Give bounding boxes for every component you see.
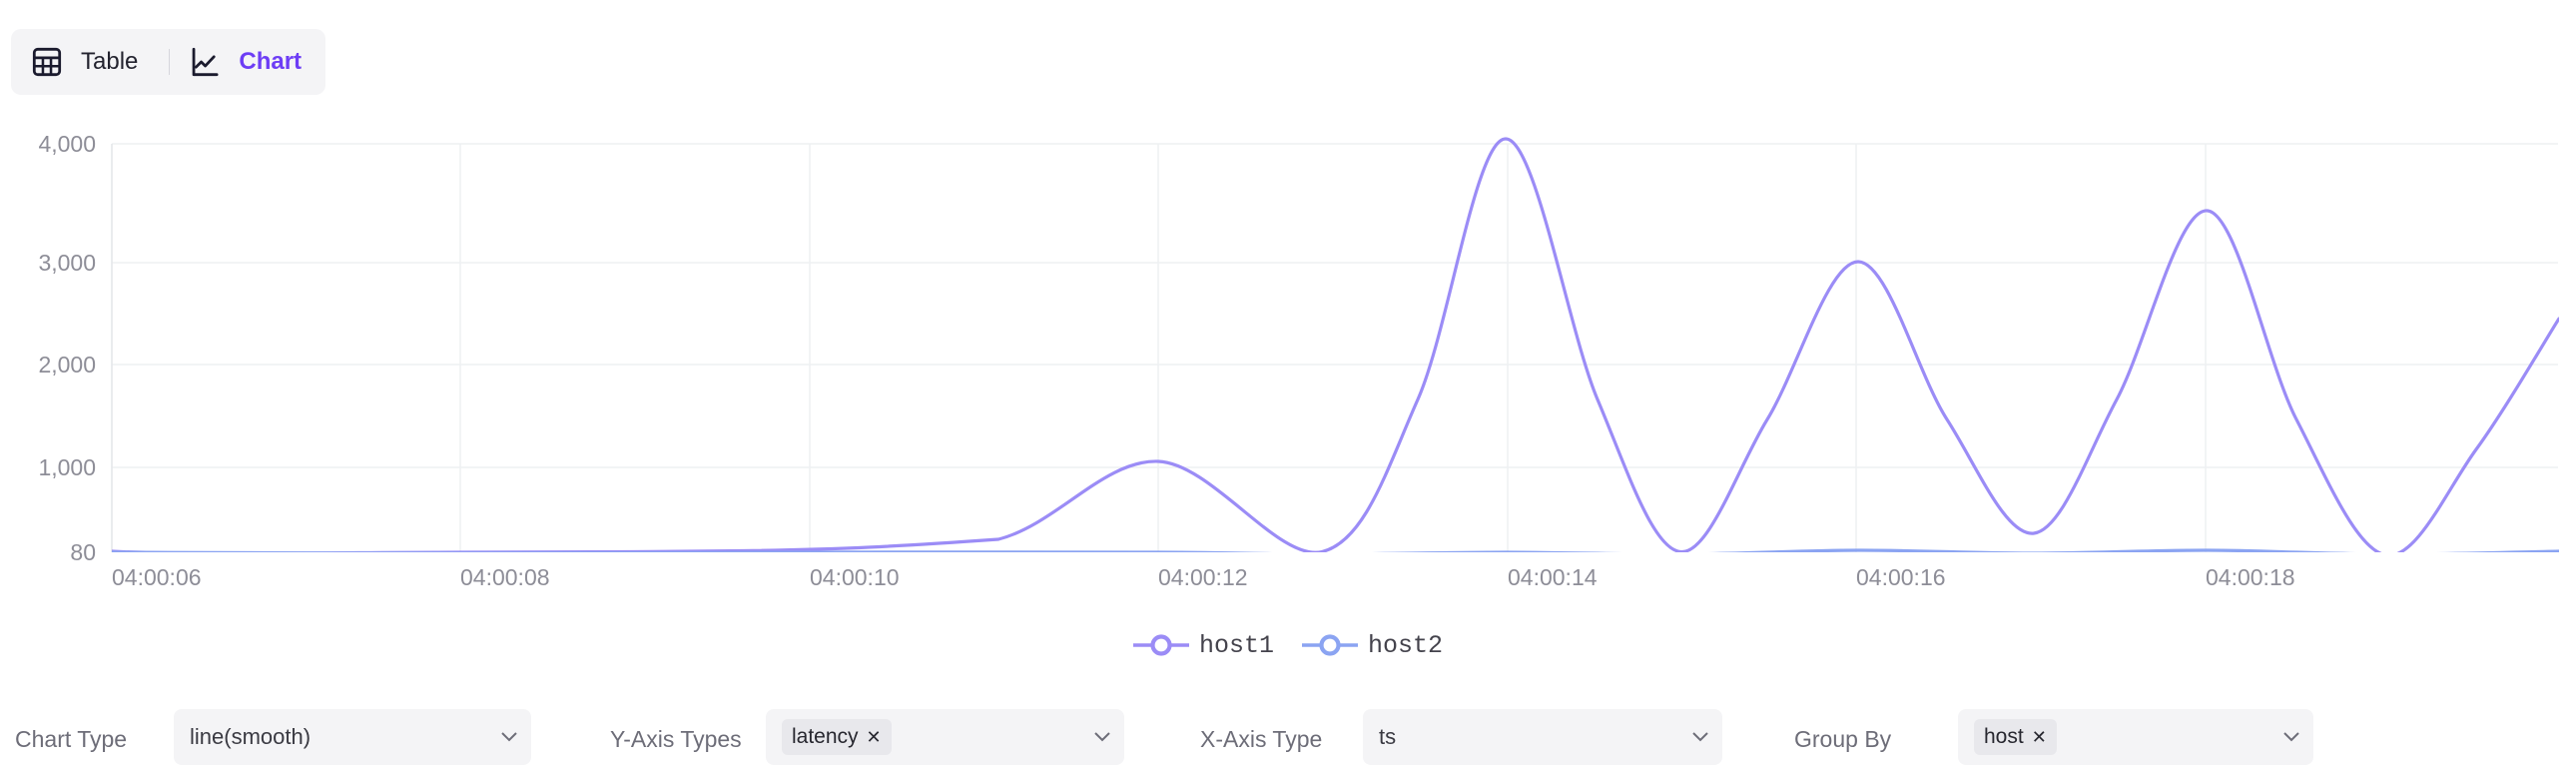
svg-text:04:00:10: 04:00:10 [810,564,900,590]
svg-text:04:00:12: 04:00:12 [1158,564,1248,590]
svg-text:04:00:14: 04:00:14 [1508,564,1598,590]
svg-text:04:00:16: 04:00:16 [1856,564,1946,590]
svg-text:1,000: 1,000 [38,454,96,480]
svg-text:2,000: 2,000 [38,352,96,378]
svg-text:04:00:18: 04:00:18 [2206,564,2295,590]
svg-text:4,000: 4,000 [38,131,96,157]
svg-text:04:00:06: 04:00:06 [112,564,202,590]
svg-text:04:00:08: 04:00:08 [460,564,550,590]
svg-text:3,000: 3,000 [38,250,96,276]
svg-text:80: 80 [70,539,96,565]
